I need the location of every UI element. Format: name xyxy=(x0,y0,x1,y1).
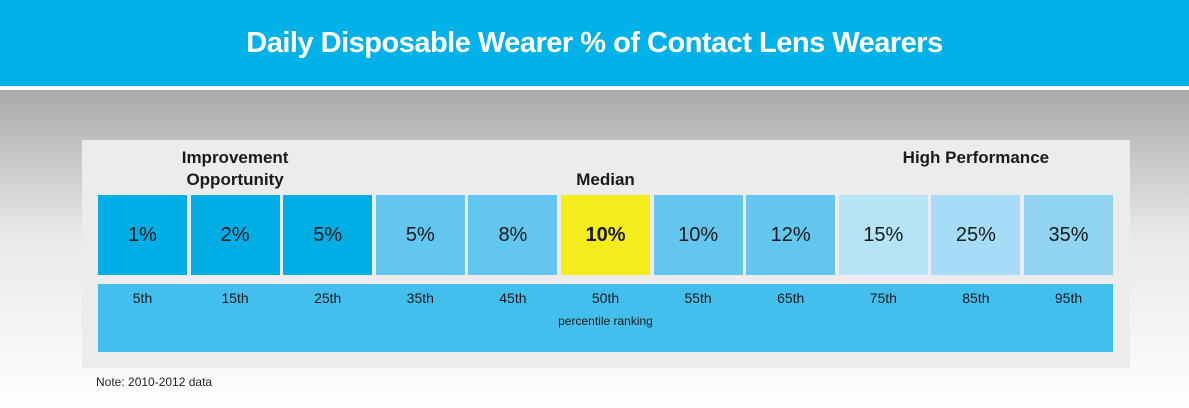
group-label: Median xyxy=(576,170,635,189)
value-cell: 5% xyxy=(283,195,373,275)
value-cell: 5% xyxy=(375,195,465,275)
percentile-label: 75th xyxy=(869,290,897,306)
title: Daily Disposable Wearer % of Contact Len… xyxy=(246,27,943,59)
ranking-band xyxy=(98,284,1113,352)
percentile-label: 55th xyxy=(684,290,712,306)
percentile-label: 35th xyxy=(406,290,434,306)
ranking-label: percentile ranking xyxy=(558,314,653,328)
value-cell: 15% xyxy=(838,195,928,275)
percentile-label: 50th xyxy=(591,290,620,306)
value-cell: 12% xyxy=(746,195,836,275)
header-band xyxy=(0,0,1189,86)
percentile-label: 45th xyxy=(499,290,527,306)
percentile-label: 25th xyxy=(314,290,342,306)
group-label: Improvement Opportunity xyxy=(181,148,289,189)
note: Note: 2010-2012 data xyxy=(96,375,213,389)
value-cell: 10% xyxy=(653,195,743,275)
value-cell: 10% xyxy=(561,195,650,275)
percentile-label: 85th xyxy=(962,290,990,306)
value-cell: 25% xyxy=(931,195,1021,275)
value-cell: 8% xyxy=(468,195,558,275)
percentile-label: 5th xyxy=(132,290,153,306)
value-cell: 35% xyxy=(1024,195,1113,275)
percentile-label: 65th xyxy=(777,290,805,306)
group-label: High Performance xyxy=(902,148,1050,167)
value-cell: 1% xyxy=(98,195,187,275)
percentile-label: 95th xyxy=(1054,290,1083,306)
value-cell: 2% xyxy=(190,195,280,275)
percentile-label: 15th xyxy=(221,290,249,306)
